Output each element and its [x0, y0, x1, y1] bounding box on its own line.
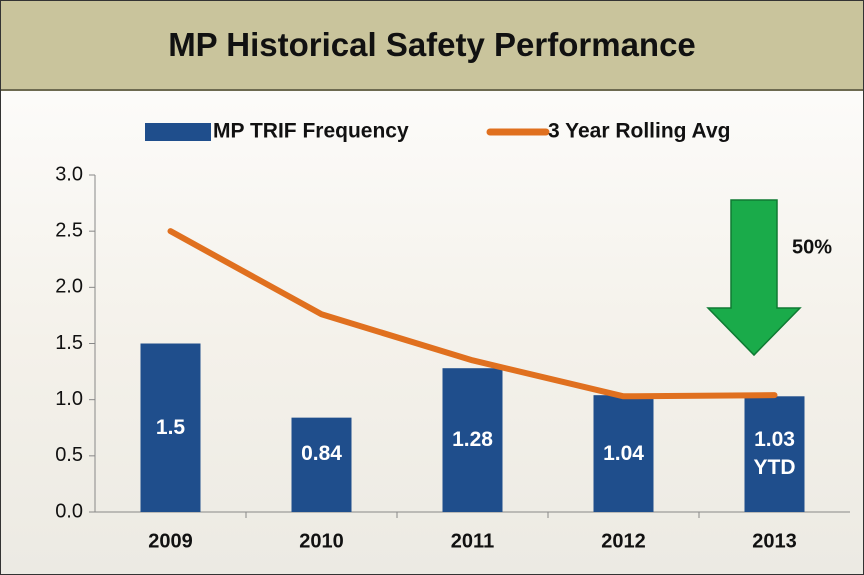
bar	[291, 417, 352, 512]
bar	[140, 343, 201, 512]
value-label: 1.28	[452, 428, 493, 452]
legend-swatch	[145, 123, 211, 141]
y-tick-label: 2.0	[55, 276, 83, 298]
x-tick-label: 2009	[148, 530, 193, 552]
x-tick-label: 2012	[601, 530, 646, 552]
legend-label: 3 Year Rolling Avg	[548, 120, 730, 143]
y-tick-label: 0.5	[55, 444, 83, 466]
chart-title: MP Historical Safety Performance	[1, 1, 863, 91]
x-tick-label: 2013	[752, 530, 797, 552]
x-tick-label: 2010	[299, 530, 344, 552]
y-tick-label: 1.0	[55, 388, 83, 410]
bar	[442, 368, 503, 512]
y-tick-label: 2.5	[55, 219, 83, 241]
annotation: 50%	[792, 236, 832, 258]
legend-label: MP TRIF Frequency	[213, 120, 409, 143]
y-tick-label: 1.5	[55, 332, 83, 354]
bar	[593, 395, 654, 512]
value-label: 1.04	[603, 441, 644, 465]
y-tick-label: 0.0	[55, 500, 83, 522]
value-label: 0.84	[301, 442, 342, 465]
value-label: 1.5	[155, 415, 186, 439]
arrow-annotation	[706, 199, 802, 357]
x-tick-label: 2011	[451, 530, 494, 552]
line	[167, 228, 778, 400]
value-label: 1.03 YTD	[753, 428, 796, 479]
y-tick-label: 3.0	[55, 163, 83, 185]
bar	[744, 396, 805, 512]
